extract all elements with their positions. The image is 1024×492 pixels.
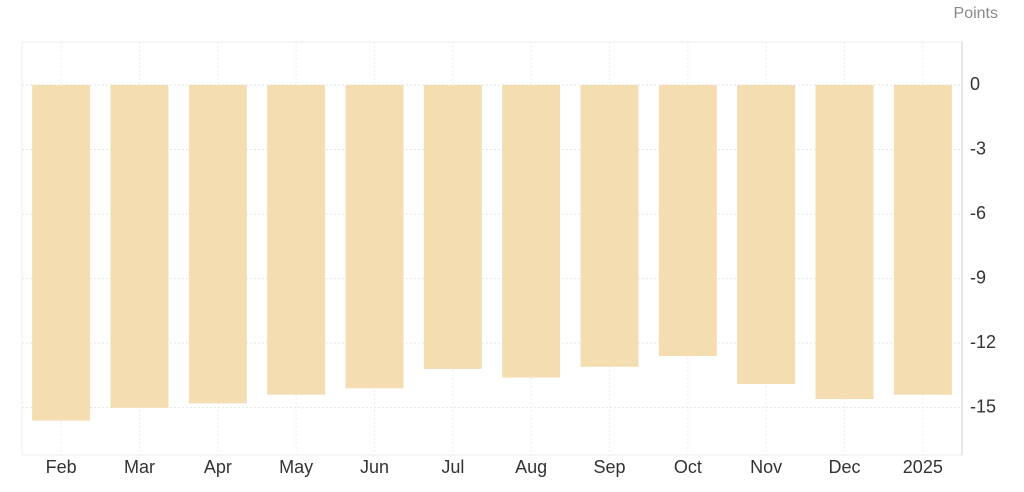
bar — [815, 85, 874, 400]
y-tick-label: -15 — [970, 396, 996, 416]
y-tick-label: -9 — [970, 267, 986, 287]
x-tick-label: Jun — [360, 457, 389, 477]
x-tick-label: May — [279, 457, 313, 477]
bar — [267, 85, 326, 395]
y-tick-label: -12 — [970, 332, 996, 352]
bar — [345, 85, 404, 389]
bar — [32, 85, 91, 421]
bar — [188, 85, 247, 404]
y-axis-label: Points — [954, 5, 998, 22]
bar — [658, 85, 717, 357]
bar — [580, 85, 639, 367]
x-tick-label: Jul — [441, 457, 464, 477]
x-tick-label: Oct — [674, 457, 702, 477]
x-tick-label: Dec — [828, 457, 860, 477]
x-tick-label: 2025 — [903, 457, 943, 477]
y-tick-label: -6 — [970, 203, 986, 223]
bar — [502, 85, 561, 378]
x-tick-label: Aug — [515, 457, 547, 477]
bar — [110, 85, 169, 408]
bar — [893, 85, 952, 395]
x-tick-label: Nov — [750, 457, 782, 477]
x-tick-label: Sep — [593, 457, 625, 477]
x-tick-label: Apr — [204, 457, 232, 477]
y-tick-label: 0 — [970, 74, 980, 94]
bar — [737, 85, 796, 385]
bar — [423, 85, 482, 369]
x-tick-label: Mar — [124, 457, 155, 477]
y-tick-label: -3 — [970, 138, 986, 158]
x-tick-label: Feb — [46, 457, 77, 477]
